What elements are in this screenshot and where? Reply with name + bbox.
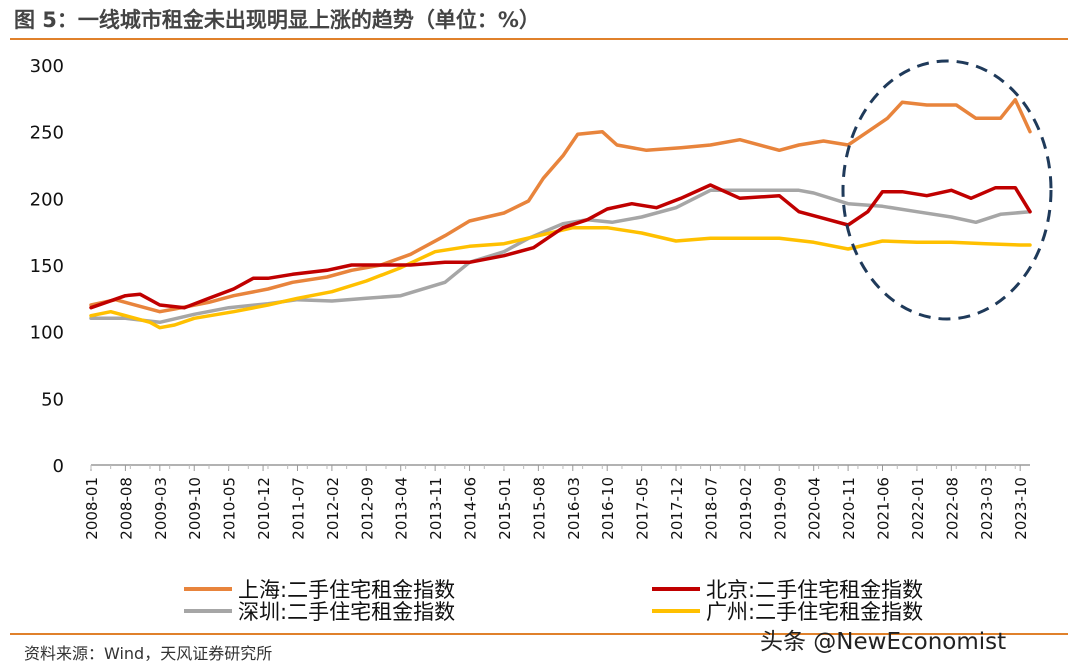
x-tick-label: 2013-04 (393, 477, 411, 540)
y-tick-label: 300 (30, 56, 64, 77)
x-tick-label: 2018-07 (702, 477, 720, 540)
legend-swatch-guangzhou (652, 609, 700, 613)
x-tick-label: 2013-11 (427, 477, 445, 540)
source-note: 资料来源：Wind，天风证券研究所 (24, 644, 273, 663)
chart-title: 图 5：一线城市租金未出现明显上涨的趋势（单位：%） (14, 8, 540, 32)
x-tick-label: 2009-10 (186, 477, 204, 540)
x-tick-label: 2023-03 (978, 477, 996, 540)
x-tick-label: 2010-12 (255, 477, 273, 540)
series-line-shenzhen (89, 188, 1032, 325)
x-tick-label: 2015-01 (496, 477, 514, 540)
series-line-guangzhou (89, 225, 1032, 330)
y-tick-label: 100 (30, 323, 64, 344)
y-tick-label: 250 (30, 123, 64, 144)
x-tick-label: 2010-05 (221, 477, 239, 540)
x-tick-label: 2016-10 (599, 477, 617, 540)
x-tick-label: 2022-08 (943, 477, 961, 540)
y-tick-label: 200 (30, 189, 64, 210)
series-lines (89, 97, 1032, 330)
x-tick-label: 2019-02 (737, 477, 755, 540)
x-tick-label: 2022-01 (909, 477, 927, 540)
x-tick-label: 2021-06 (875, 477, 893, 540)
x-tick-label: 2017-05 (634, 477, 652, 540)
legend-item-guangzhou: 广州:二手住宅租金指数 (652, 596, 923, 626)
x-tick-label: 2012-09 (358, 477, 376, 540)
x-tick-label: 2011-07 (289, 477, 307, 540)
y-axis: 0 50 100 150 200 250 300 (30, 56, 64, 477)
legend-swatch-shanghai (184, 587, 232, 591)
y-tick-label: 150 (30, 256, 64, 277)
x-tick-label: 2016-03 (565, 477, 583, 540)
x-tick-label: 2019-09 (771, 477, 789, 540)
x-tick-label: 2017-12 (668, 477, 686, 540)
legend-item-shenzhen: 深圳:二手住宅租金指数 (184, 596, 455, 626)
x-tick-label: 2009-03 (152, 477, 170, 540)
x-tick-label: 2020-04 (806, 477, 824, 540)
legend-label-shanghai: 上海:二手住宅租金指数 (238, 578, 456, 602)
legend-item-shanghai: 上海:二手住宅租金指数 (184, 574, 455, 604)
legend-item-beijing: 北京:二手住宅租金指数 (652, 574, 923, 604)
legend-label-beijing: 北京:二手住宅租金指数 (706, 578, 924, 602)
series-line-beijing (89, 183, 1032, 310)
title-divider (10, 38, 1068, 40)
legend-label-guangzhou: 广州:二手住宅租金指数 (706, 600, 924, 624)
legend-swatch-beijing (652, 587, 700, 591)
x-tick-label: 2020-11 (840, 477, 858, 540)
x-tick-label: 2012-02 (324, 477, 342, 540)
y-tick-label: 0 (53, 456, 64, 477)
x-axis: 2008-01 2008-08 2009-03 2009-10 2010-05 2010-… (83, 464, 1030, 540)
x-tick-label: 2008-08 (117, 477, 135, 540)
x-tick-label: 2014-06 (462, 477, 480, 540)
highlight-ellipse (841, 59, 1053, 321)
y-tick-label: 50 (41, 389, 64, 410)
legend-label-shenzhen: 深圳:二手住宅租金指数 (238, 600, 456, 624)
watermark: 头条 @NewEconomist (760, 629, 1007, 655)
x-tick-label: 2008-01 (83, 477, 101, 540)
x-tick-label: 2015-08 (530, 477, 548, 540)
legend-swatch-shenzhen (184, 609, 232, 613)
x-tick-label: 2023-10 (1012, 477, 1030, 540)
series-line-shanghai (89, 97, 1032, 314)
footer-divider (10, 633, 1068, 635)
